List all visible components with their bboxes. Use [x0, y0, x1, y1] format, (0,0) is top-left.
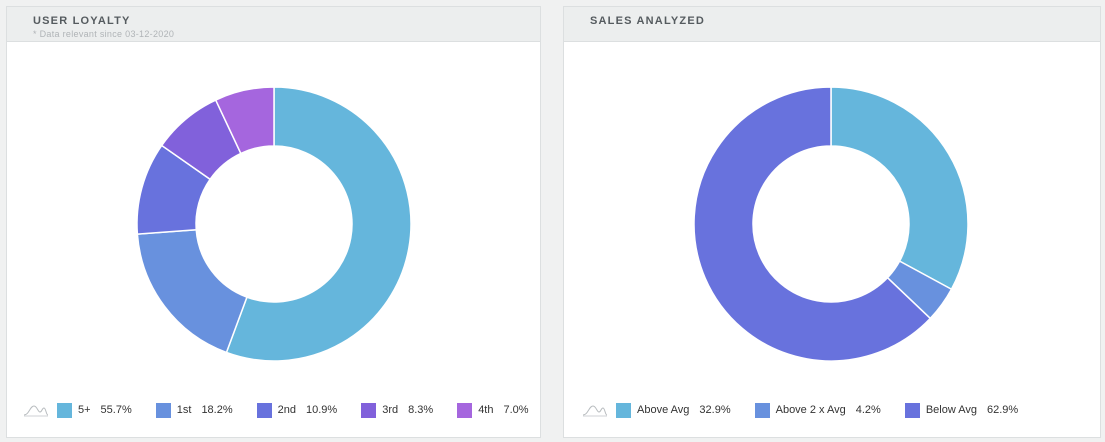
sparkline-icon [582, 405, 608, 417]
legend-value: 8.3% [408, 404, 434, 416]
legend-label: 2nd [277, 404, 296, 416]
legend-item-3rd[interactable]: 3rd 8.3% [361, 402, 457, 418]
legend-item-above-avg[interactable]: Above Avg 32.9% [616, 402, 755, 418]
panel-header: USER LOYALTY * Data relevant since 03-12… [7, 7, 540, 42]
legend-label: 4th [478, 404, 494, 416]
panel-title: SALES ANALYZED [590, 15, 705, 27]
legend-value: 7.0% [503, 404, 529, 416]
legend-swatch [256, 402, 272, 418]
panel-subtitle: * Data relevant since 03-12-2020 [33, 29, 175, 39]
legend-value: 10.9% [306, 404, 338, 416]
legend-swatch [155, 402, 171, 418]
legend-item-5[interactable]: 5+ 55.7% [57, 402, 156, 418]
legend-swatch [616, 402, 631, 418]
sparkline-icon [23, 405, 49, 417]
legend-label: Above Avg [637, 404, 690, 416]
panel-header: SALES ANALYZED [564, 7, 1100, 42]
legend-label: 1st [176, 404, 192, 416]
sales-analyzed-donut-chart [693, 86, 969, 362]
legend-label: 5+ [78, 404, 91, 416]
donut-slice-5[interactable] [225, 86, 412, 362]
legend-swatch [754, 402, 770, 418]
user-loyalty-panel: USER LOYALTY * Data relevant since 03-12… [6, 6, 541, 438]
legend-value: 62.9% [986, 404, 1019, 416]
sales-analyzed-panel: SALES ANALYZED Above Avg 32.9% Above 2 x A… [563, 6, 1101, 438]
legend-label: 3rd [382, 404, 399, 416]
donut-slice-above-avg[interactable] [830, 86, 969, 291]
legend-item-1st[interactable]: 1st 18.2% [155, 402, 257, 418]
legend-value: 32.9% [699, 404, 731, 416]
donut-slice-4th[interactable] [214, 86, 275, 155]
legend-swatch [457, 402, 473, 418]
legend-item-4th[interactable]: 4th 7.0% [457, 402, 529, 418]
legend-item-above-2-x-avg[interactable]: Above 2 x Avg 4.2% [754, 402, 905, 418]
legend-item-below-avg[interactable]: Below Avg 62.9% [904, 402, 1019, 418]
legend-label: Below Avg [925, 404, 977, 416]
legend-value: 4.2% [855, 404, 881, 416]
legend-swatch [904, 402, 920, 418]
user-loyalty-legend: 5+ 55.7% 1st 18.2% 2nd 10.9% 3rd 8.3% 4th 7.0% [23, 397, 529, 423]
legend-value: 55.7% [100, 404, 132, 416]
legend-swatch [361, 402, 377, 418]
donut-slice-below-avg[interactable] [693, 86, 932, 362]
sales-analyzed-legend: Above Avg 32.9% Above 2 x Avg 4.2% Below Avg… [582, 397, 1018, 423]
legend-swatch [57, 402, 72, 418]
legend-item-2nd[interactable]: 2nd 10.9% [256, 402, 362, 418]
user-loyalty-donut-chart [136, 86, 412, 362]
legend-value: 18.2% [201, 404, 233, 416]
panel-title: USER LOYALTY [33, 15, 131, 27]
donut-slice-1st[interactable] [136, 228, 248, 354]
legend-label: Above 2 x Avg [775, 404, 846, 416]
